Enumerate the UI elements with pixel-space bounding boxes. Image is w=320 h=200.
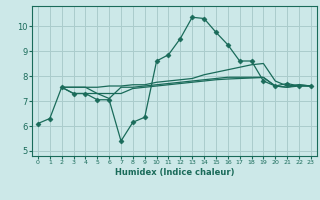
X-axis label: Humidex (Indice chaleur): Humidex (Indice chaleur) [115,168,234,177]
